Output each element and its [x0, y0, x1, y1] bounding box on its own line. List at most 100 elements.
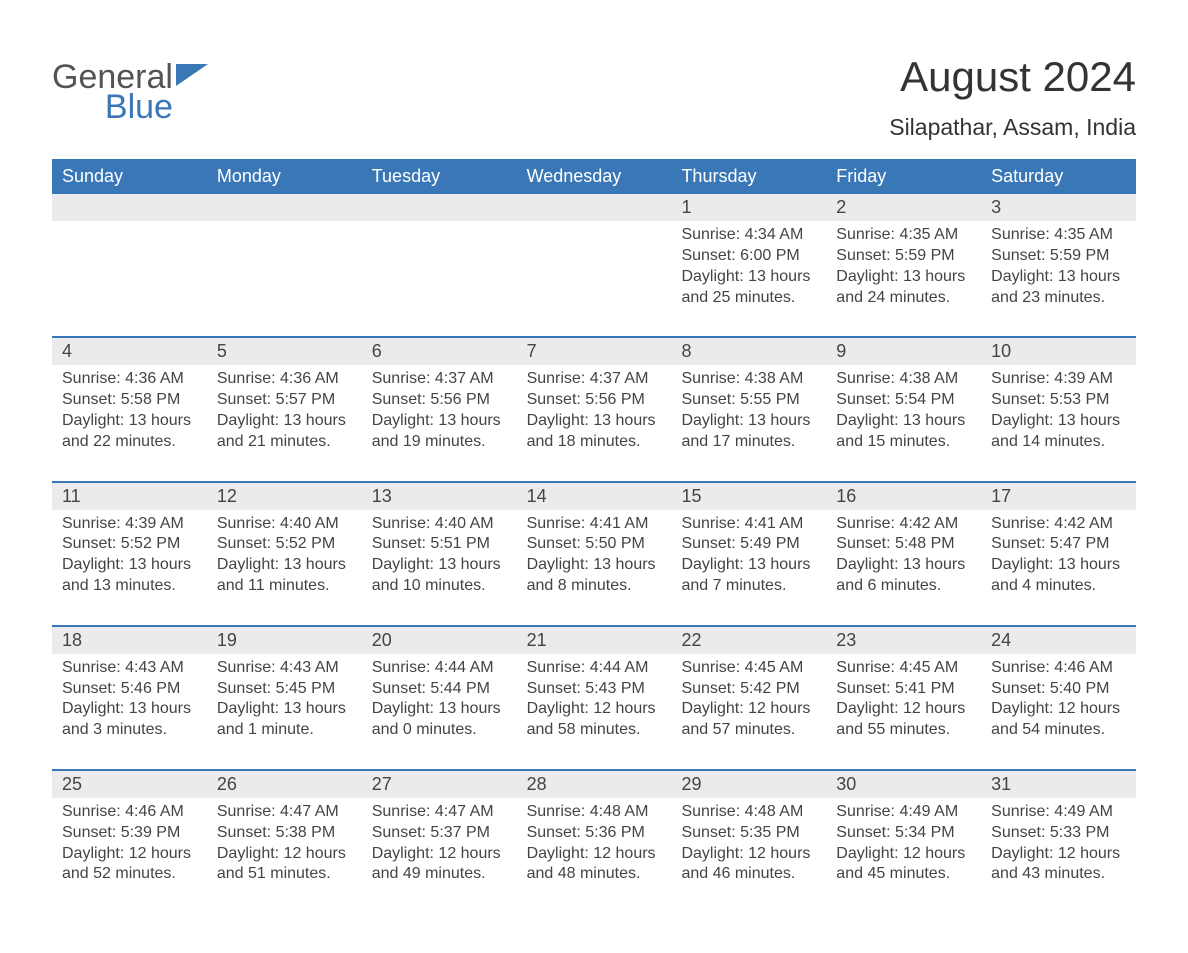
cell-body: Sunrise: 4:37 AMSunset: 5:56 PMDaylight:…	[517, 365, 672, 452]
calendar-cell: 29Sunrise: 4:48 AMSunset: 5:35 PMDayligh…	[671, 771, 826, 913]
daylight1-text: Daylight: 13 hours	[681, 555, 816, 576]
date-number: 24	[981, 627, 1136, 654]
daylight1-text: Daylight: 13 hours	[217, 555, 352, 576]
date-number: 4	[52, 338, 207, 365]
daylight2-text: and 52 minutes.	[62, 864, 197, 885]
calendar-cell: 24Sunrise: 4:46 AMSunset: 5:40 PMDayligh…	[981, 627, 1136, 769]
calendar-cell: 21Sunrise: 4:44 AMSunset: 5:43 PMDayligh…	[517, 627, 672, 769]
calendar-cell: 1Sunrise: 4:34 AMSunset: 6:00 PMDaylight…	[671, 194, 826, 336]
date-number: 16	[826, 483, 981, 510]
calendar-cell: 10Sunrise: 4:39 AMSunset: 5:53 PMDayligh…	[981, 338, 1136, 480]
day-header: Thursday	[671, 159, 826, 194]
sunrise-text: Sunrise: 4:46 AM	[991, 658, 1126, 679]
logo-text: General Blue	[52, 60, 173, 124]
sunset-text: Sunset: 5:33 PM	[991, 823, 1126, 844]
sunset-text: Sunset: 5:48 PM	[836, 534, 971, 555]
daylight1-text: Daylight: 12 hours	[62, 844, 197, 865]
calendar-cell: 26Sunrise: 4:47 AMSunset: 5:38 PMDayligh…	[207, 771, 362, 913]
daylight1-text: Daylight: 12 hours	[836, 699, 971, 720]
sunset-text: Sunset: 5:59 PM	[991, 246, 1126, 267]
date-number: 20	[362, 627, 517, 654]
calendar-cell: 11Sunrise: 4:39 AMSunset: 5:52 PMDayligh…	[52, 483, 207, 625]
calendar-cell: 20Sunrise: 4:44 AMSunset: 5:44 PMDayligh…	[362, 627, 517, 769]
sunrise-text: Sunrise: 4:35 AM	[991, 225, 1126, 246]
date-number: 18	[52, 627, 207, 654]
daylight2-text: and 55 minutes.	[836, 720, 971, 741]
daylight2-text: and 43 minutes.	[991, 864, 1126, 885]
cell-body: Sunrise: 4:37 AMSunset: 5:56 PMDaylight:…	[362, 365, 517, 452]
cell-body: Sunrise: 4:35 AMSunset: 5:59 PMDaylight:…	[981, 221, 1136, 308]
daylight1-text: Daylight: 13 hours	[372, 411, 507, 432]
calendar-cell: 6Sunrise: 4:37 AMSunset: 5:56 PMDaylight…	[362, 338, 517, 480]
daylight2-text: and 54 minutes.	[991, 720, 1126, 741]
calendar-cell: 19Sunrise: 4:43 AMSunset: 5:45 PMDayligh…	[207, 627, 362, 769]
calendar-page: General Blue August 2024 Silapathar, Ass…	[0, 0, 1188, 953]
date-number: 12	[207, 483, 362, 510]
week-row: 1Sunrise: 4:34 AMSunset: 6:00 PMDaylight…	[52, 194, 1136, 336]
daylight2-text: and 3 minutes.	[62, 720, 197, 741]
logo: General Blue	[52, 54, 208, 124]
sunrise-text: Sunrise: 4:44 AM	[527, 658, 662, 679]
cell-body: Sunrise: 4:39 AMSunset: 5:53 PMDaylight:…	[981, 365, 1136, 452]
sunrise-text: Sunrise: 4:40 AM	[372, 514, 507, 535]
cell-body: Sunrise: 4:39 AMSunset: 5:52 PMDaylight:…	[52, 510, 207, 597]
sunrise-text: Sunrise: 4:49 AM	[836, 802, 971, 823]
date-number: 1	[671, 194, 826, 221]
week-row: 11Sunrise: 4:39 AMSunset: 5:52 PMDayligh…	[52, 481, 1136, 625]
sunrise-text: Sunrise: 4:39 AM	[62, 514, 197, 535]
daylight1-text: Daylight: 13 hours	[991, 555, 1126, 576]
date-number: 25	[52, 771, 207, 798]
daylight2-text: and 7 minutes.	[681, 576, 816, 597]
daylight2-text: and 49 minutes.	[372, 864, 507, 885]
cell-body: Sunrise: 4:45 AMSunset: 5:41 PMDaylight:…	[826, 654, 981, 741]
calendar-cell: 23Sunrise: 4:45 AMSunset: 5:41 PMDayligh…	[826, 627, 981, 769]
daylight2-text: and 23 minutes.	[991, 288, 1126, 309]
week-row: 4Sunrise: 4:36 AMSunset: 5:58 PMDaylight…	[52, 336, 1136, 480]
sunrise-text: Sunrise: 4:45 AM	[681, 658, 816, 679]
calendar-cell: 31Sunrise: 4:49 AMSunset: 5:33 PMDayligh…	[981, 771, 1136, 913]
sunrise-text: Sunrise: 4:42 AM	[991, 514, 1126, 535]
sunset-text: Sunset: 5:53 PM	[991, 390, 1126, 411]
calendar-cell: 30Sunrise: 4:49 AMSunset: 5:34 PMDayligh…	[826, 771, 981, 913]
calendar-cell: 13Sunrise: 4:40 AMSunset: 5:51 PMDayligh…	[362, 483, 517, 625]
date-number: 31	[981, 771, 1136, 798]
daylight1-text: Daylight: 13 hours	[991, 411, 1126, 432]
day-header: Sunday	[52, 159, 207, 194]
daylight1-text: Daylight: 12 hours	[217, 844, 352, 865]
sunset-text: Sunset: 5:56 PM	[372, 390, 507, 411]
daylight2-text: and 15 minutes.	[836, 432, 971, 453]
daylight2-text: and 14 minutes.	[991, 432, 1126, 453]
cell-body: Sunrise: 4:36 AMSunset: 5:58 PMDaylight:…	[52, 365, 207, 452]
sunset-text: Sunset: 5:43 PM	[527, 679, 662, 700]
sunrise-text: Sunrise: 4:35 AM	[836, 225, 971, 246]
date-number: 9	[826, 338, 981, 365]
daylight1-text: Daylight: 13 hours	[681, 411, 816, 432]
date-number: 30	[826, 771, 981, 798]
daylight1-text: Daylight: 13 hours	[62, 699, 197, 720]
daylight2-text: and 18 minutes.	[527, 432, 662, 453]
sunset-text: Sunset: 5:45 PM	[217, 679, 352, 700]
date-number: 21	[517, 627, 672, 654]
calendar-cell: 16Sunrise: 4:42 AMSunset: 5:48 PMDayligh…	[826, 483, 981, 625]
sunset-text: Sunset: 5:41 PM	[836, 679, 971, 700]
date-number: 2	[826, 194, 981, 221]
calendar-cell: 8Sunrise: 4:38 AMSunset: 5:55 PMDaylight…	[671, 338, 826, 480]
sunset-text: Sunset: 5:50 PM	[527, 534, 662, 555]
daylight2-text: and 4 minutes.	[991, 576, 1126, 597]
sunrise-text: Sunrise: 4:38 AM	[836, 369, 971, 390]
calendar-cell: 14Sunrise: 4:41 AMSunset: 5:50 PMDayligh…	[517, 483, 672, 625]
daylight2-text: and 8 minutes.	[527, 576, 662, 597]
date-number: 22	[671, 627, 826, 654]
daylight2-text: and 21 minutes.	[217, 432, 352, 453]
sunset-text: Sunset: 5:54 PM	[836, 390, 971, 411]
daylight1-text: Daylight: 12 hours	[991, 699, 1126, 720]
cell-body: Sunrise: 4:47 AMSunset: 5:38 PMDaylight:…	[207, 798, 362, 885]
sunset-text: Sunset: 5:42 PM	[681, 679, 816, 700]
daylight2-text: and 17 minutes.	[681, 432, 816, 453]
cell-body: Sunrise: 4:41 AMSunset: 5:50 PMDaylight:…	[517, 510, 672, 597]
date-number: 29	[671, 771, 826, 798]
date-number: 19	[207, 627, 362, 654]
date-number: 28	[517, 771, 672, 798]
daylight1-text: Daylight: 13 hours	[372, 555, 507, 576]
calendar-cell: 25Sunrise: 4:46 AMSunset: 5:39 PMDayligh…	[52, 771, 207, 913]
